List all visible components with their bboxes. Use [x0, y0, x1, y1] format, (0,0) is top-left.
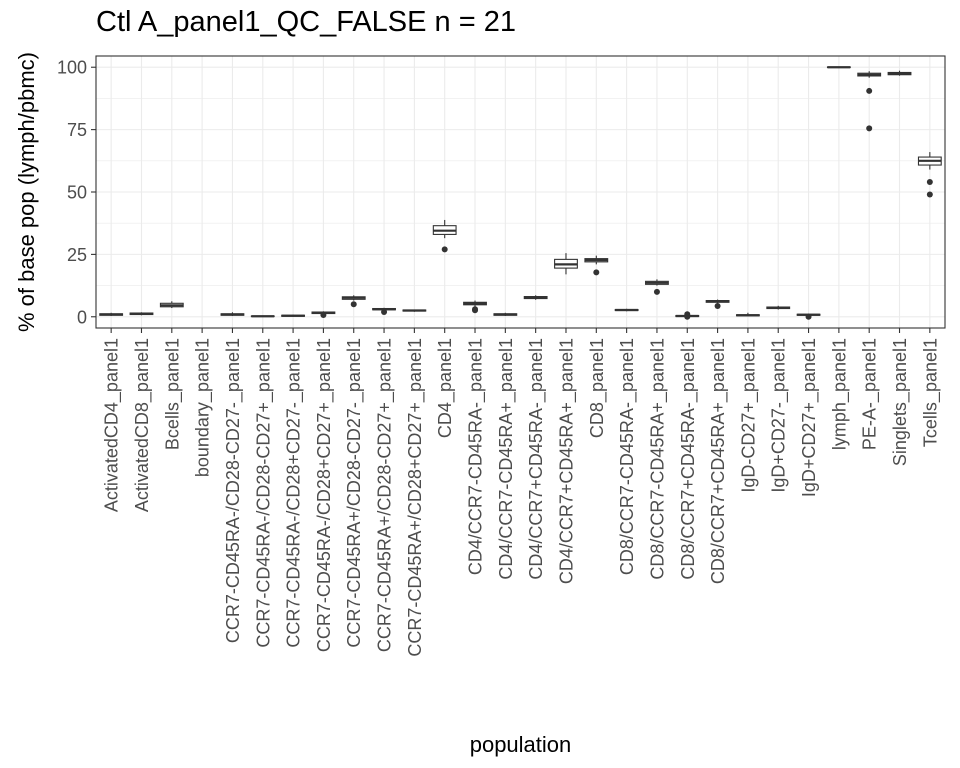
box-22 — [735, 312, 760, 317]
boxes-layer — [99, 66, 942, 320]
box-9 — [341, 295, 366, 308]
outlier-point — [926, 179, 933, 186]
y-tick-label: 100 — [57, 58, 87, 78]
x-tick-label: CCR7-CD45RA+/CD28+CD27+_panel1 — [405, 338, 426, 657]
box-26 — [857, 71, 882, 132]
x-tick-label: CCR7-CD45RA+/CD28-CD27-_panel1 — [344, 338, 365, 648]
x-tick-label: ActivatedCD8_panel1 — [132, 338, 153, 512]
x-tick-label: CD8/CCR7-CD45RA-_panel1 — [617, 338, 638, 575]
outlier-point — [866, 87, 873, 94]
box-1 — [99, 312, 124, 317]
x-tick-label: lymph_panel1 — [829, 338, 850, 450]
x-tick-label: CD4_panel1 — [435, 338, 456, 438]
box-12 — [432, 219, 457, 253]
box-3 — [159, 301, 184, 309]
box-25 — [826, 66, 851, 69]
box-2 — [129, 312, 154, 316]
box-17 — [584, 255, 609, 276]
outlier-point — [714, 303, 721, 310]
x-tick-label: CD4/CCR7-CD45RA-_panel1 — [466, 338, 487, 575]
outlier-point — [684, 313, 691, 320]
box-5 — [220, 312, 245, 317]
box-20 — [675, 311, 700, 320]
y-tick-label: 75 — [67, 120, 87, 140]
x-tick-label: CD4/CCR7-CD45RA+_panel1 — [496, 338, 517, 580]
outlier-point — [866, 125, 873, 132]
x-tick-label: CD4/CCR7+CD45RA-_panel1 — [526, 338, 547, 580]
x-tick-label: PE-A-_panel1 — [860, 338, 881, 450]
outlier-point — [472, 307, 479, 314]
box-8 — [311, 311, 336, 319]
x-tick-label: CD8/CCR7-CD45RA+_panel1 — [647, 338, 668, 580]
box-11 — [402, 309, 427, 312]
grid-lines — [96, 56, 945, 328]
box-15 — [523, 295, 548, 300]
box-19 — [645, 279, 669, 295]
box-28 — [917, 152, 942, 198]
outlier-point — [653, 288, 660, 295]
box-13 — [463, 300, 487, 314]
outlier-point — [805, 313, 812, 320]
x-tick-label: ActivatedCD4_panel1 — [102, 338, 123, 512]
chart-title: Ctl A_panel1_QC_FALSE n = 21 — [96, 6, 516, 38]
box-6 — [250, 315, 275, 318]
x-tick-label: Singlets_panel1 — [890, 338, 911, 466]
x-tick-label: Tcells_panel1 — [920, 338, 941, 447]
box-18 — [614, 308, 639, 312]
x-tick-label: CD8/CCR7+CD45RA+_panel1 — [708, 338, 729, 584]
outlier-point — [381, 309, 388, 316]
x-tick-label: CCR7-CD45RA-/CD28+CD27+_panel1 — [314, 338, 335, 652]
x-axis: ActivatedCD4_panel1 ActivatedCD8_panel1 Bc… — [102, 328, 941, 657]
x-axis-title: population — [470, 732, 572, 757]
x-tick-label: boundary_panel1 — [193, 338, 214, 477]
box-27 — [887, 70, 912, 76]
y-axis: 0 25 50 75 100 — [57, 58, 96, 327]
x-tick-label: IgD+CD27-_panel1 — [769, 338, 790, 493]
box-10 — [372, 307, 396, 316]
outlier-point — [350, 301, 357, 308]
x-tick-label: CCR7-CD45RA+/CD28-CD27+_panel1 — [375, 338, 396, 652]
x-tick-label: CCR7-CD45RA-/CD28-CD27+_panel1 — [253, 338, 274, 648]
x-tick-label: CCR7-CD45RA-/CD28-CD27-_panel1 — [223, 338, 244, 643]
outlier-point — [320, 312, 327, 319]
box-16 — [554, 253, 578, 275]
x-tick-label: CD4/CCR7+CD45RA+_panel1 — [556, 338, 577, 584]
x-tick-label: Bcells_panel1 — [162, 338, 183, 450]
x-tick-label: CD8/CCR7+CD45RA-_panel1 — [678, 338, 699, 580]
box-7 — [281, 314, 306, 317]
x-tick-label: CCR7-CD45RA-/CD28+CD27-_panel1 — [284, 338, 305, 648]
box-23 — [766, 305, 791, 310]
y-tick-label: 50 — [67, 183, 87, 203]
x-tick-label: IgD+CD27+_panel1 — [799, 338, 820, 497]
box-24 — [796, 313, 821, 320]
outlier-point — [441, 246, 448, 253]
outlier-point — [593, 269, 600, 276]
outlier-point — [926, 191, 933, 198]
x-tick-label: IgD-CD27+_panel1 — [738, 338, 759, 493]
x-tick-label: CD8_panel1 — [587, 338, 608, 438]
box-21 — [705, 299, 730, 310]
box-14 — [493, 312, 518, 317]
y-axis-title: % of base pop (lymph/pbmc) — [14, 52, 39, 332]
y-tick-label: 25 — [67, 245, 87, 265]
y-tick-label: 0 — [77, 307, 87, 327]
